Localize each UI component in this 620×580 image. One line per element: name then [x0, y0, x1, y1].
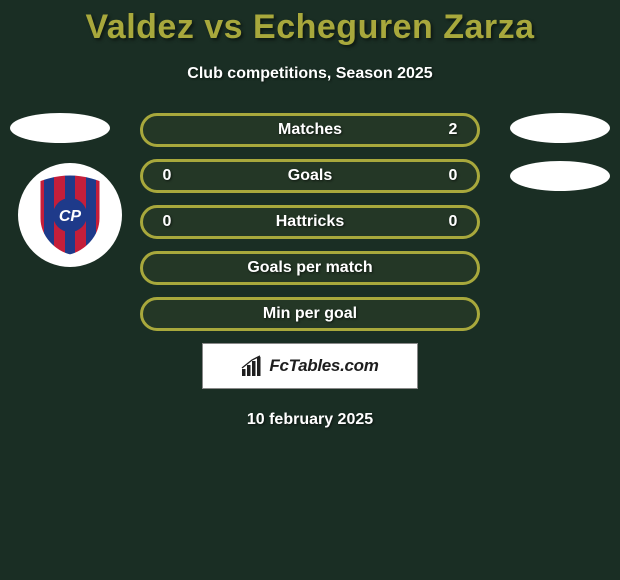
club-shield-icon: CP — [33, 172, 107, 258]
stats-list: Matches 2 0 Goals 0 0 Hattricks 0 Goals … — [140, 113, 480, 331]
content-area: CP Matches 2 0 Goals 0 0 Hattricks 0 Goa… — [0, 113, 620, 429]
bar-chart-icon — [241, 355, 263, 377]
stat-right-value: 0 — [443, 213, 463, 231]
club-logo-left: CP — [18, 163, 122, 267]
stat-row-goals-per-match: Goals per match — [140, 251, 480, 285]
stat-right-value: 2 — [443, 121, 463, 139]
stat-label: Goals — [177, 167, 443, 185]
placeholder-ellipse-right-top — [510, 113, 610, 143]
date-text: 10 february 2025 — [0, 411, 620, 429]
stat-row-hattricks: 0 Hattricks 0 — [140, 205, 480, 239]
page-title: Valdez vs Echeguren Zarza — [0, 0, 620, 47]
svg-text:CP: CP — [59, 208, 82, 225]
stat-label: Min per goal — [177, 305, 443, 323]
placeholder-ellipse-left-top — [10, 113, 110, 143]
subtitle: Club competitions, Season 2025 — [0, 65, 620, 83]
branding-text: FcTables.com — [269, 356, 378, 376]
branding-box[interactable]: FcTables.com — [202, 343, 418, 389]
stat-row-goals: 0 Goals 0 — [140, 159, 480, 193]
stat-label: Matches — [177, 121, 443, 139]
stat-label: Goals per match — [177, 259, 443, 277]
placeholder-ellipse-right-mid — [510, 161, 610, 191]
stat-left-value: 0 — [157, 213, 177, 231]
stat-row-min-per-goal: Min per goal — [140, 297, 480, 331]
stat-label: Hattricks — [177, 213, 443, 231]
stat-row-matches: Matches 2 — [140, 113, 480, 147]
stat-right-value: 0 — [443, 167, 463, 185]
stat-left-value: 0 — [157, 167, 177, 185]
